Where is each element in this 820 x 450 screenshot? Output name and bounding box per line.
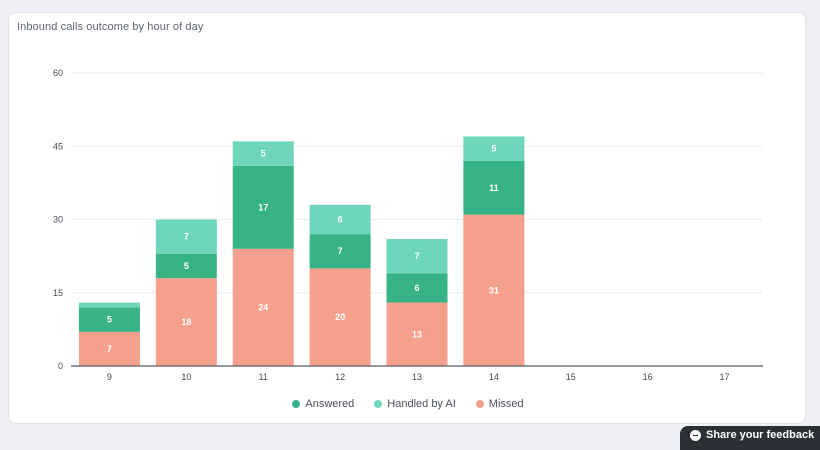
data-label: 5 — [184, 261, 189, 271]
bar-segment-answered — [232, 165, 294, 249]
chart-card: Inbound calls outcome by hour of day 0 15… — [8, 12, 806, 424]
bar-segment-handled-by-ai — [309, 204, 371, 235]
x-tick-label: 9 — [107, 372, 112, 382]
legend-swatch-missed — [475, 400, 484, 408]
x-tick-label: 17 — [720, 372, 730, 382]
data-label: 5 — [491, 144, 496, 154]
legend-item-handled-by-ai[interactable]: Handled by AI — [374, 398, 456, 410]
x-tick-label: 13 — [412, 372, 422, 382]
x-tick-label: 14 — [489, 372, 499, 382]
legend-item-answered[interactable]: Answered — [292, 398, 354, 410]
bar-segment-handled-by-ai — [78, 302, 140, 308]
bar-segment-missed — [309, 268, 371, 366]
bar-segment-answered — [78, 307, 140, 332]
bar-segment-handled-by-ai — [232, 141, 294, 166]
x-tick-label: 10 — [181, 372, 191, 382]
share-feedback-button[interactable]: Share your feedback — [680, 426, 820, 450]
bar-segment-missed — [463, 214, 525, 366]
y-tick-label: 60 — [53, 68, 63, 78]
chart-title: Inbound calls outcome by hour of day — [17, 21, 204, 33]
x-tick-label: 16 — [643, 372, 653, 382]
x-tick-label: 15 — [566, 372, 576, 382]
stacked-bar-chart: 0153045607591857102417511207612136713311… — [53, 68, 763, 382]
data-label: 5 — [261, 149, 266, 159]
data-label: 18 — [181, 317, 191, 327]
bar-segment-missed — [232, 248, 294, 366]
bar-segment-handled-by-ai — [155, 219, 217, 254]
data-label: 24 — [258, 302, 268, 312]
share-feedback-label: Share your feedback — [706, 429, 815, 441]
data-label: 7 — [338, 246, 343, 256]
legend-label-handled-by-ai: Handled by AI — [387, 398, 456, 410]
bar-segment-missed — [386, 302, 448, 366]
bar-segment-answered — [309, 234, 371, 269]
data-label: 7 — [184, 232, 189, 242]
legend-swatch-handled-by-ai — [374, 400, 383, 408]
x-tick-label: 12 — [335, 372, 345, 382]
chat-bubble-icon — [690, 430, 701, 441]
data-label: 5 — [107, 315, 112, 325]
y-tick-label: 45 — [53, 141, 63, 151]
bar-segment-handled-by-ai — [386, 239, 448, 274]
legend-swatch-answered — [292, 400, 301, 408]
data-label: 31 — [489, 285, 499, 295]
data-label: 7 — [107, 344, 112, 354]
y-tick-label: 15 — [53, 288, 63, 298]
y-tick-label: 30 — [53, 215, 63, 225]
bar-segment-answered — [155, 253, 217, 279]
bar-segment-answered — [386, 273, 448, 303]
bar-segment-missed — [155, 278, 217, 366]
data-label: 17 — [258, 202, 268, 212]
legend-label-missed: Missed — [488, 398, 524, 410]
data-label: 6 — [414, 283, 419, 293]
bar-segment-handled-by-ai — [463, 136, 525, 161]
bar-segment-missed — [78, 331, 140, 366]
x-tick-label: 11 — [259, 372, 268, 382]
legend-item-missed[interactable]: Missed — [475, 398, 524, 410]
bar-segment-answered — [463, 160, 525, 215]
chart-legend: Answered Handled by AI Missed — [9, 398, 807, 410]
legend-label-answered: Answered — [305, 398, 355, 410]
y-tick-label: 0 — [58, 361, 63, 371]
data-label: 20 — [335, 312, 345, 322]
data-label: 6 — [338, 215, 343, 225]
data-label: 7 — [414, 251, 419, 261]
data-label: 11 — [489, 183, 499, 193]
data-label: 13 — [412, 329, 422, 339]
